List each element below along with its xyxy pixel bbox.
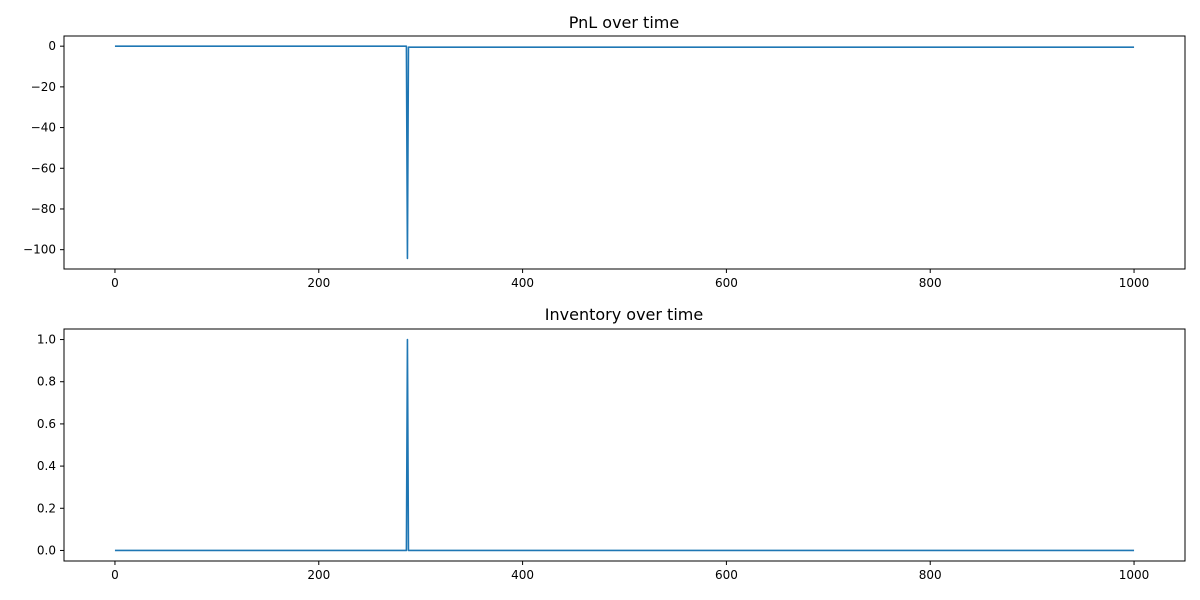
pnl-series-line	[114, 45, 1135, 260]
pnl-xtick-label: 1000	[1119, 276, 1150, 290]
inventory-xtick-layer: 0 200 400 600 800 1000	[111, 561, 1149, 582]
inventory-chart-title: Inventory over time	[545, 305, 703, 324]
inventory-ytick-label: 0.2	[37, 501, 56, 515]
pnl-xtick-label: 800	[919, 276, 942, 290]
pnl-ytick-layer: 0 −20 −40 −60 −80 −100	[23, 39, 64, 257]
inventory-axes-frame	[63, 328, 1186, 562]
inventory-ytick-label: 1.0	[37, 333, 56, 347]
pnl-xtick-label: 0	[111, 276, 119, 290]
inventory-chart: Inventory over time 0 200 400 600 800 1000 0.…	[37, 305, 1186, 582]
pnl-axes-frame	[63, 35, 1186, 270]
pnl-xtick-label: 200	[307, 276, 330, 290]
inventory-ytick-layer: 0.0 0.2 0.4 0.6 0.8 1.0	[37, 333, 64, 557]
pnl-chart-title: PnL over time	[569, 13, 679, 32]
pnl-xtick-label: 600	[715, 276, 738, 290]
inventory-ytick-label: 0.6	[37, 417, 56, 431]
inventory-xtick-label: 1000	[1119, 568, 1150, 582]
inventory-ytick-label: 0.0	[37, 543, 56, 557]
inventory-series-layer	[114, 338, 1135, 552]
pnl-ytick-label: 0	[48, 39, 56, 53]
pnl-ytick-label: −60	[31, 161, 56, 175]
pnl-xtick-layer: 0 200 400 600 800 1000	[111, 269, 1149, 290]
inventory-series-line	[114, 338, 1135, 552]
pnl-series-layer	[114, 45, 1135, 260]
pnl-ytick-label: −40	[31, 121, 56, 135]
inventory-ytick-label: 0.4	[37, 459, 56, 473]
pnl-ytick-label: −100	[23, 243, 56, 257]
inventory-xtick-label: 600	[715, 568, 738, 582]
inventory-ytick-label: 0.8	[37, 375, 56, 389]
pnl-ytick-label: −80	[31, 202, 56, 216]
inventory-xtick-label: 400	[511, 568, 534, 582]
pnl-ytick-label: −20	[31, 80, 56, 94]
pnl-chart: PnL over time 0 200 400 600 800 1000 0 −20 −40 −…	[23, 13, 1186, 290]
inventory-xtick-label: 0	[111, 568, 119, 582]
pnl-xtick-label: 400	[511, 276, 534, 290]
inventory-xtick-label: 800	[919, 568, 942, 582]
inventory-xtick-label: 200	[307, 568, 330, 582]
